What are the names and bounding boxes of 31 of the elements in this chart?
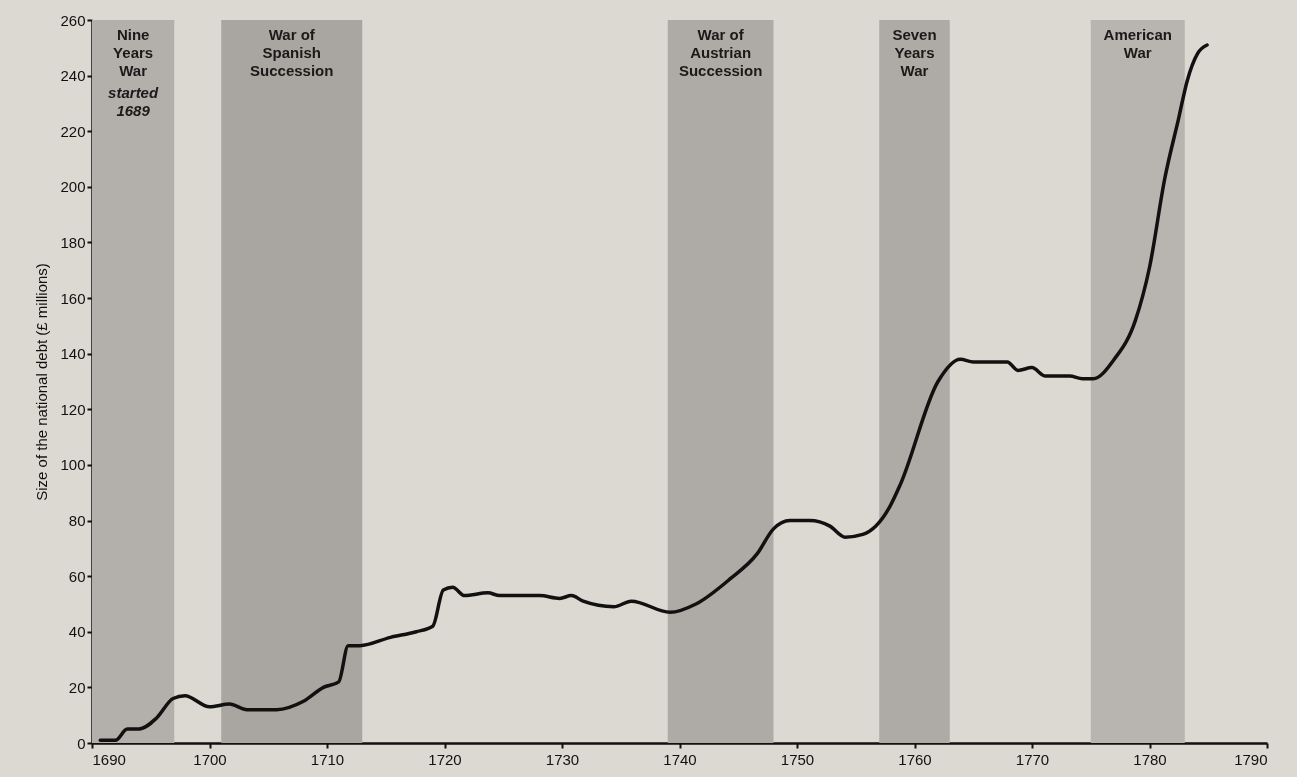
band-label: American War (1103, 26, 1172, 61)
y-tick-label: 120 (60, 400, 86, 418)
annotation: started 1689 (108, 84, 159, 119)
y-tick-label: 40 (68, 623, 86, 641)
y-tick-label: 240 (60, 67, 86, 85)
y-tick-label: 20 (68, 678, 86, 696)
x-tick-label: 1760 (898, 750, 932, 768)
x-tick-label: 1700 (193, 750, 227, 768)
band-label: Seven Years War (892, 26, 937, 79)
y-tick-label: 140 (60, 345, 86, 363)
band-label: War of Spanish Succession (250, 26, 334, 79)
y-tick-label: 200 (60, 178, 86, 196)
y-tick-label: 60 (68, 567, 86, 585)
x-tick-label: 1730 (545, 750, 580, 768)
y-tick-label: 180 (60, 233, 86, 251)
x-tick-label: 1750 (780, 750, 815, 768)
x-tick-label: 1780 (1133, 750, 1167, 768)
x-tick-label: 1720 (428, 750, 462, 768)
y-tick-label: 100 (60, 456, 86, 474)
y-axis-title: Size of the national debt (£ millions) (33, 263, 51, 501)
x-tick-label: 1710 (310, 750, 345, 768)
x-tick-label: 1740 (663, 750, 697, 768)
band-label: War of Austrian Succession (678, 26, 763, 79)
y-tick-label: 260 (60, 11, 86, 29)
y-tick-label: 160 (60, 289, 86, 307)
x-tick-label: 1790 (1234, 750, 1268, 768)
x-tick-label: 1690 (92, 750, 126, 768)
y-tick-label: 80 (68, 512, 86, 530)
x-tick-label: 1770 (1015, 750, 1050, 768)
y-tick-label: 0 (77, 734, 86, 752)
y-tick-label: 220 (60, 122, 86, 140)
